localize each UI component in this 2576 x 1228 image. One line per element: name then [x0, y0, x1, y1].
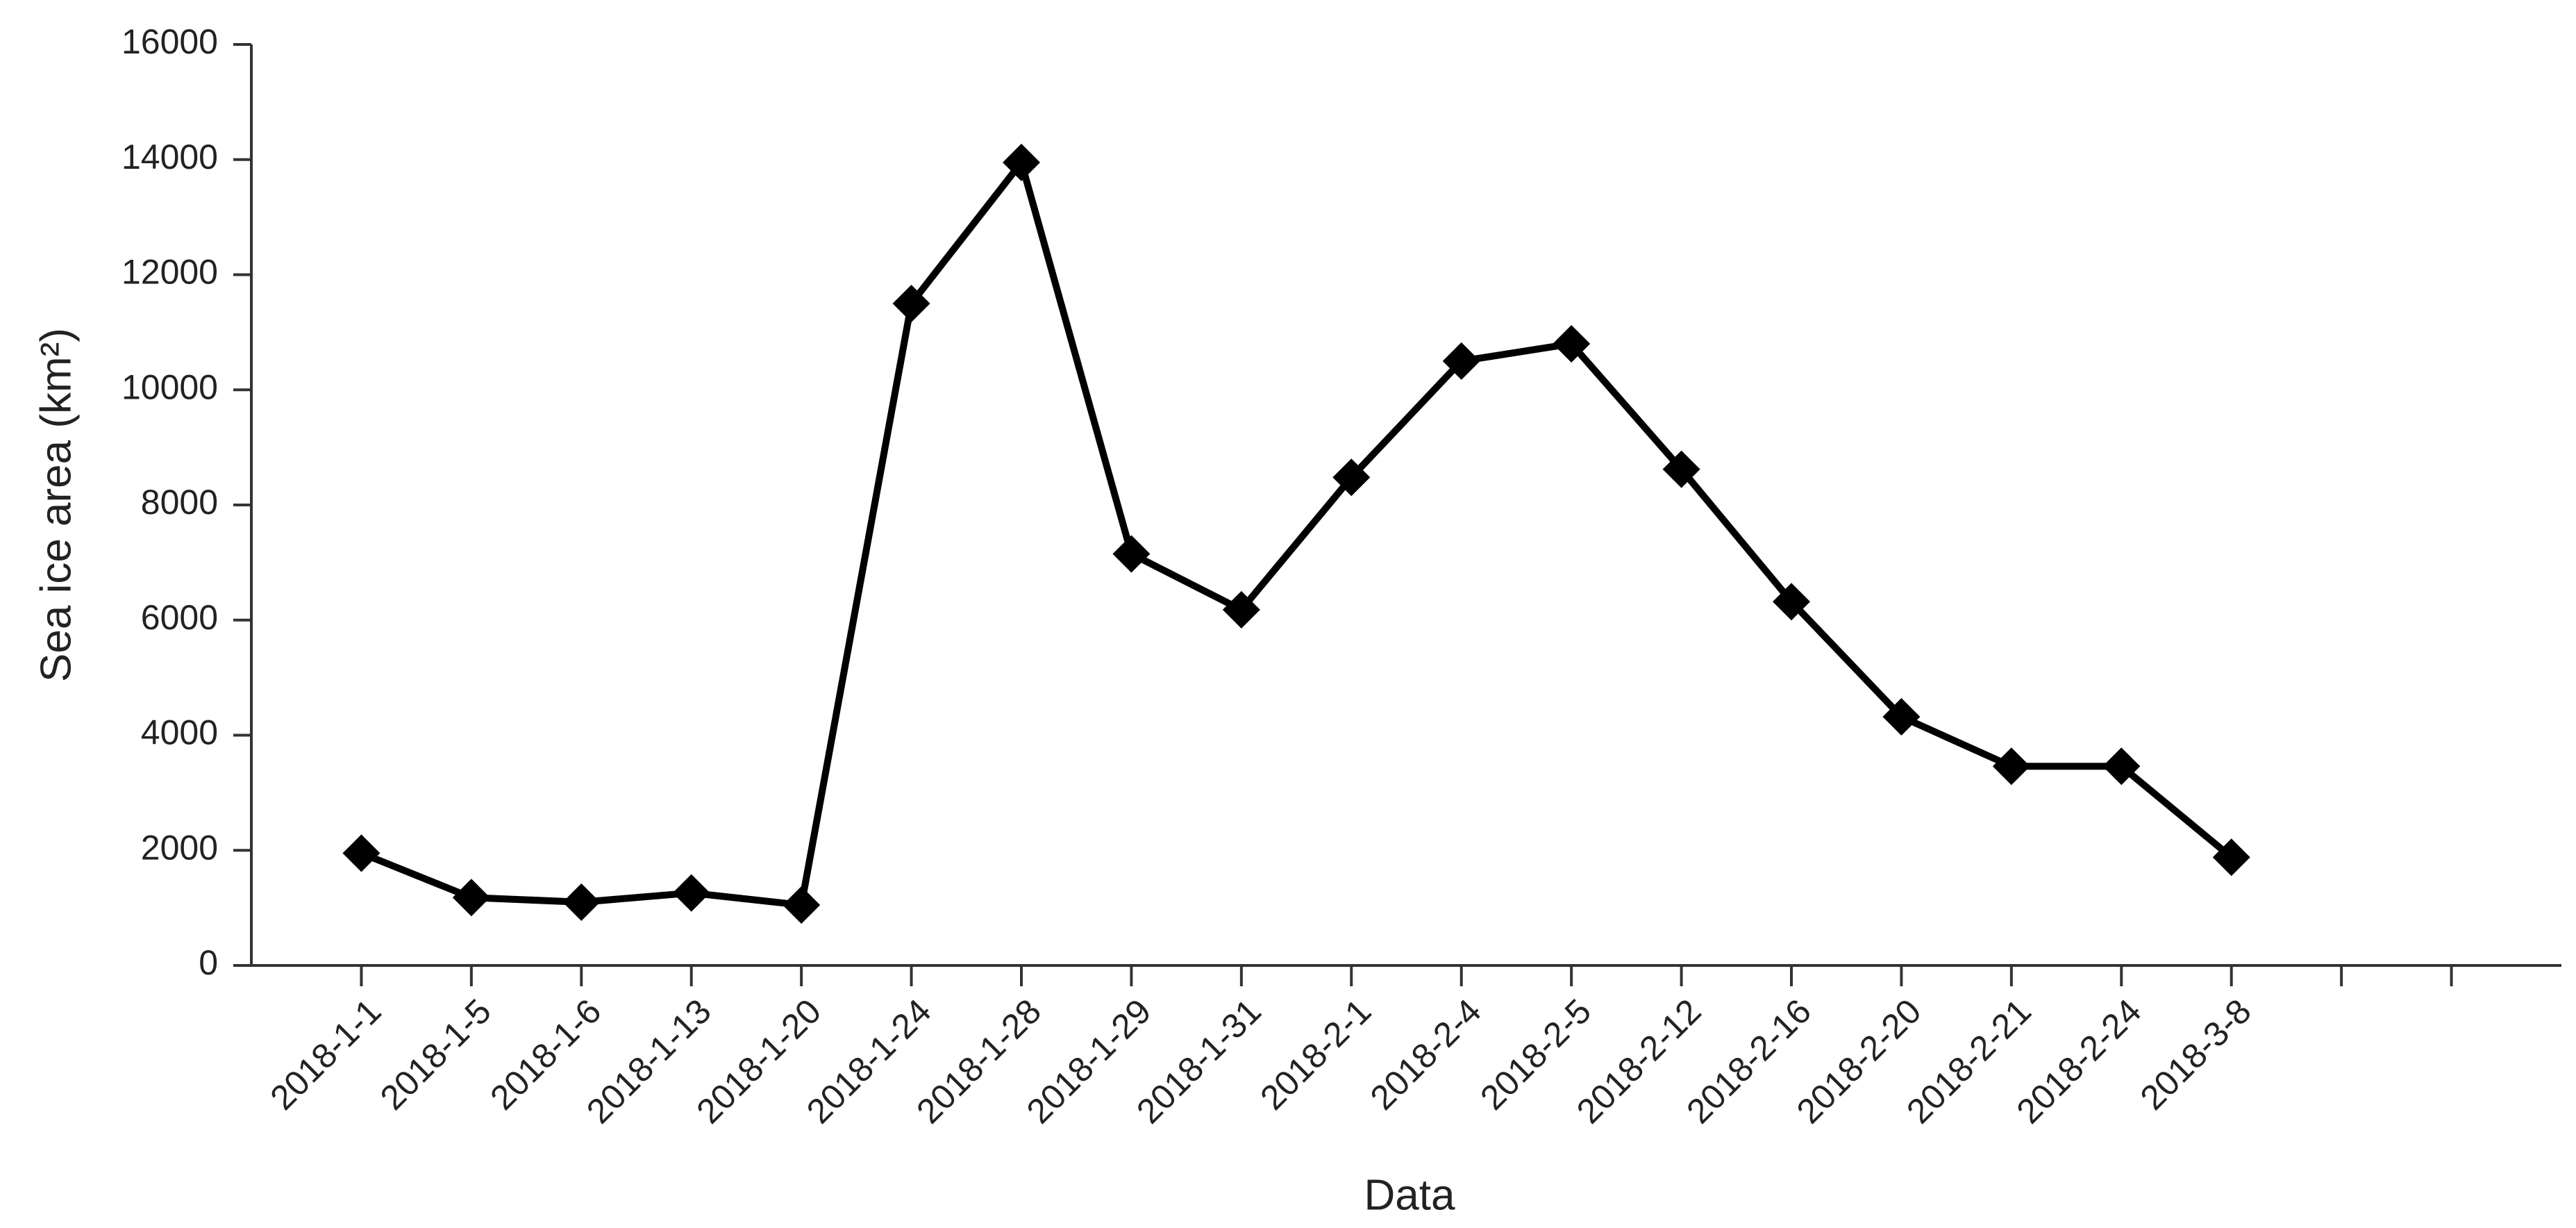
y-axis-title: Sea ice area (km²): [32, 328, 80, 682]
y-tick-label: 2000: [141, 828, 218, 867]
x-tick-label: 2018-2-1: [1253, 992, 1378, 1118]
marker: [672, 874, 710, 912]
marker: [1442, 342, 1480, 380]
marker: [562, 883, 601, 921]
y-tick-label: 12000: [122, 253, 218, 292]
marker: [452, 879, 490, 917]
line: [360, 158, 2234, 908]
marker: [1882, 697, 1921, 736]
y-tick-label: 4000: [141, 713, 218, 752]
x-tick-label: 2018-1-5: [373, 992, 499, 1118]
marker: [1112, 535, 1151, 573]
y-tick-label: 14000: [122, 138, 218, 176]
y-tick-label: 10000: [122, 367, 218, 406]
marker: [2212, 838, 2250, 877]
x-tick-label: 2018-2-4: [1363, 992, 1489, 1118]
marker: [1332, 458, 1371, 497]
y-tick-label: 0: [199, 943, 218, 982]
marker: [783, 886, 821, 924]
x-tick-label: 2018-3-8: [2133, 992, 2259, 1118]
x-axis-title: Data: [1364, 1171, 1455, 1219]
y-tick-label: 8000: [141, 483, 218, 522]
marker: [2102, 747, 2141, 786]
marker: [1222, 590, 1260, 629]
marker: [892, 284, 930, 322]
marker: [1992, 747, 2030, 786]
marker: [342, 834, 380, 872]
y-tick-label: 6000: [141, 598, 218, 637]
marker: [1773, 583, 1810, 621]
marker: [1662, 450, 1700, 488]
x-tick-label: 2018-1-1: [262, 992, 388, 1118]
marker: [1553, 324, 1591, 363]
marker: [1003, 143, 1040, 181]
y-tick-label: 16000: [122, 22, 218, 61]
